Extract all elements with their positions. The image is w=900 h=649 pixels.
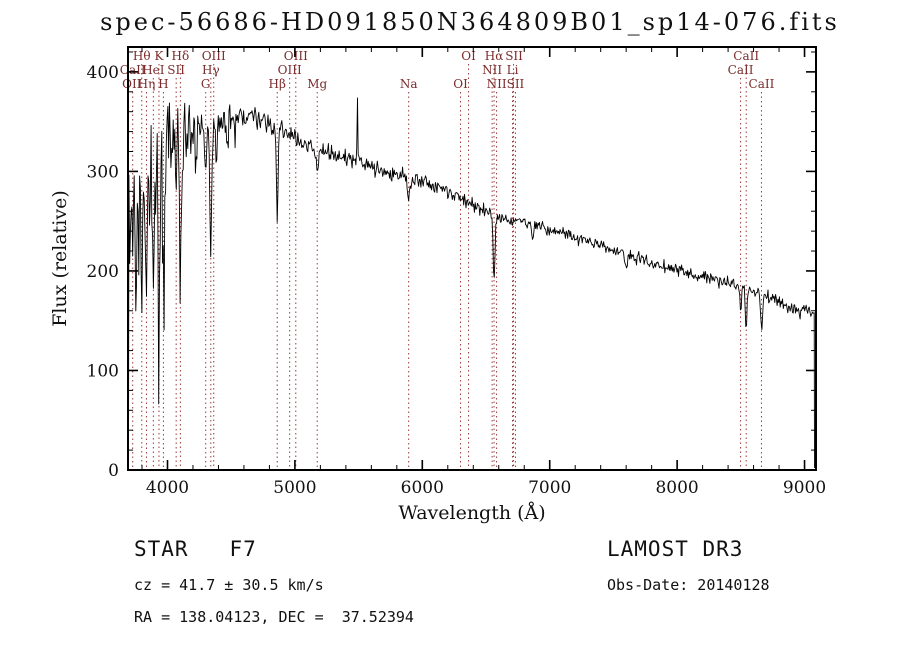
- x-tick-label: 4000: [146, 478, 189, 498]
- spectral-line-label: CaII: [733, 49, 759, 63]
- cz-velocity-label: cz = 41.7 ± 30.5 km/s: [134, 576, 324, 594]
- tick-labels: 4000 5000 6000 7000 8000 9000 0 100 200 300 400 Wav…: [49, 63, 826, 524]
- x-tick-label: 5000: [273, 478, 316, 498]
- survey-label: LAMOST DR3: [607, 537, 744, 561]
- y-tick-label: 400: [87, 63, 119, 83]
- spectral-line-label: CaII: [120, 63, 146, 77]
- spectral-line-label: SII: [505, 49, 523, 63]
- ra-dec-label: RA = 138.04123, DEC = 37.52394: [134, 608, 414, 626]
- spectral-line-label: H: [158, 77, 168, 91]
- x-tick-label: 8000: [655, 478, 698, 498]
- y-tick-label: 0: [108, 461, 119, 481]
- spectral-line-label: OIII: [202, 49, 226, 63]
- x-tick-label: 7000: [528, 478, 571, 498]
- spectral-line-label: OI: [461, 49, 476, 63]
- spectral-line-label: Hδ: [172, 49, 190, 63]
- spectral-line-label: Na: [400, 77, 418, 91]
- spectral-line-label: OIII: [278, 63, 302, 77]
- object-class-label: STAR F7: [134, 537, 257, 561]
- spectral-line-label: SII: [507, 77, 525, 91]
- spectral-line-label: Hθ: [133, 49, 151, 63]
- x-tick-label: 9000: [783, 478, 826, 498]
- flux-spectrum-line: [128, 97, 815, 469]
- y-tick-label: 200: [87, 262, 119, 282]
- spectral-line-markers: [132, 64, 762, 469]
- spectral-line-label: NII: [482, 63, 502, 77]
- spectral-line-label: K: [154, 49, 164, 63]
- axes: [127, 46, 817, 471]
- plot-frame: [127, 46, 817, 471]
- spectral-line-label: Hβ: [268, 77, 285, 91]
- spectral-line-label: OIII: [284, 49, 308, 63]
- spectrum-trace: [128, 97, 815, 469]
- x-axis-label: Wavelength (Å): [398, 502, 545, 524]
- y-tick-label: 300: [87, 162, 119, 182]
- spectral-line-label: G: [201, 77, 211, 91]
- spectral-line-label: Hα: [485, 49, 504, 63]
- spectral-line-label: CaII: [749, 77, 775, 91]
- y-axis-label: Flux (relative): [49, 190, 71, 327]
- y-tick-label: 100: [87, 361, 119, 381]
- x-tick-label: 6000: [401, 478, 444, 498]
- spectral-line-label: HeI: [142, 63, 165, 77]
- spectral-line-label: NII: [487, 77, 507, 91]
- spectral-line-label: Hγ: [202, 63, 220, 77]
- spectral-line-label: Mg: [307, 77, 327, 91]
- spectral-line-label: Li: [507, 63, 519, 77]
- spectral-line-label: Hη: [138, 77, 156, 91]
- spectral-line-label: SII: [167, 63, 185, 77]
- spectral-line-label: OI: [453, 77, 468, 91]
- obs-date-label: Obs-Date: 20140128: [607, 576, 770, 594]
- spectral-line-label: CaII: [728, 63, 754, 77]
- figure-title: spec-56686-HD091850N364809B01_sp14-076.f…: [100, 8, 840, 36]
